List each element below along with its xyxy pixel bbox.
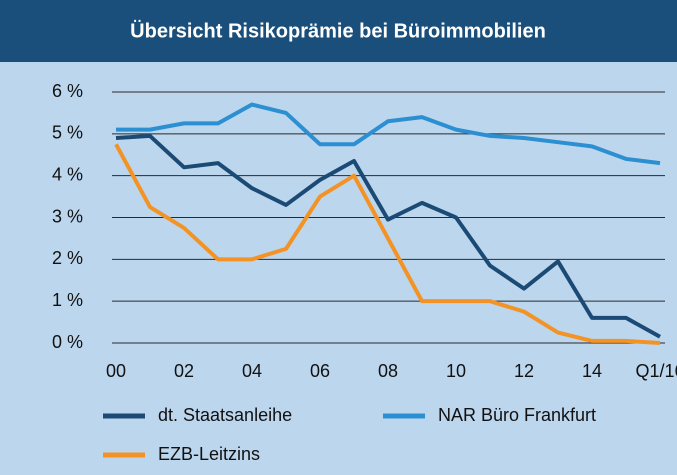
x-tick-label: 10	[446, 361, 466, 381]
title-bar	[0, 0, 677, 62]
legend-label: NAR Büro Frankfurt	[438, 405, 596, 425]
legend-label: EZB-Leitzins	[158, 444, 260, 464]
series-line	[114, 143, 661, 345]
x-tick-label: 12	[514, 361, 534, 381]
x-tick-label: 06	[310, 361, 330, 381]
series-line	[115, 133, 661, 339]
y-tick-label: 3 %	[52, 206, 83, 226]
x-tick-label: 00	[106, 361, 126, 381]
y-tick-label: 5 %	[52, 123, 83, 143]
legend-label: dt. Staatsanleihe	[158, 405, 292, 425]
chart-title: Übersicht Risikoprämie bei Büroimmobilie…	[130, 19, 546, 42]
y-tick-label: 4 %	[52, 164, 83, 184]
series-line	[116, 102, 661, 166]
x-tick-label: 04	[242, 361, 262, 381]
y-tick-label: 6 %	[52, 81, 83, 101]
y-tick-label: 0 %	[52, 332, 83, 352]
y-tick-label: 2 %	[52, 248, 83, 268]
x-tick-label: Q1/16	[635, 361, 677, 381]
x-tick-label: 14	[582, 361, 602, 381]
y-tick-label: 1 %	[52, 290, 83, 310]
x-tick-label: 02	[174, 361, 194, 381]
x-tick-label: 08	[378, 361, 398, 381]
